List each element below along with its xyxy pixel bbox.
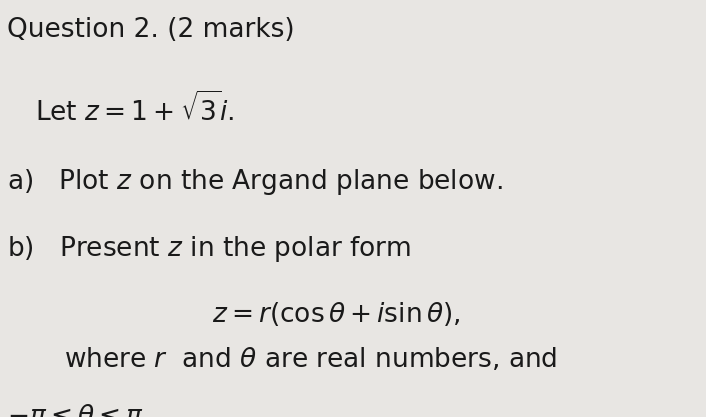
Text: b)   Present $z$ in the polar form: b) Present $z$ in the polar form [7, 234, 412, 264]
Text: $-\pi \leq \theta \leq \pi.$: $-\pi \leq \theta \leq \pi.$ [7, 404, 150, 417]
Text: Let $z = 1 + \sqrt{3}i.$: Let $z = 1 + \sqrt{3}i.$ [35, 92, 235, 126]
Text: where $r$  and $\theta$ are real numbers, and: where $r$ and $\theta$ are real numbers,… [64, 346, 557, 373]
Text: $z = r(\cos\theta + i\sin\theta),$: $z = r(\cos\theta + i\sin\theta),$ [212, 300, 460, 328]
Text: Question 2. (2 marks): Question 2. (2 marks) [7, 17, 294, 43]
Text: a)   Plot $z$ on the Argand plane below.: a) Plot $z$ on the Argand plane below. [7, 167, 503, 197]
